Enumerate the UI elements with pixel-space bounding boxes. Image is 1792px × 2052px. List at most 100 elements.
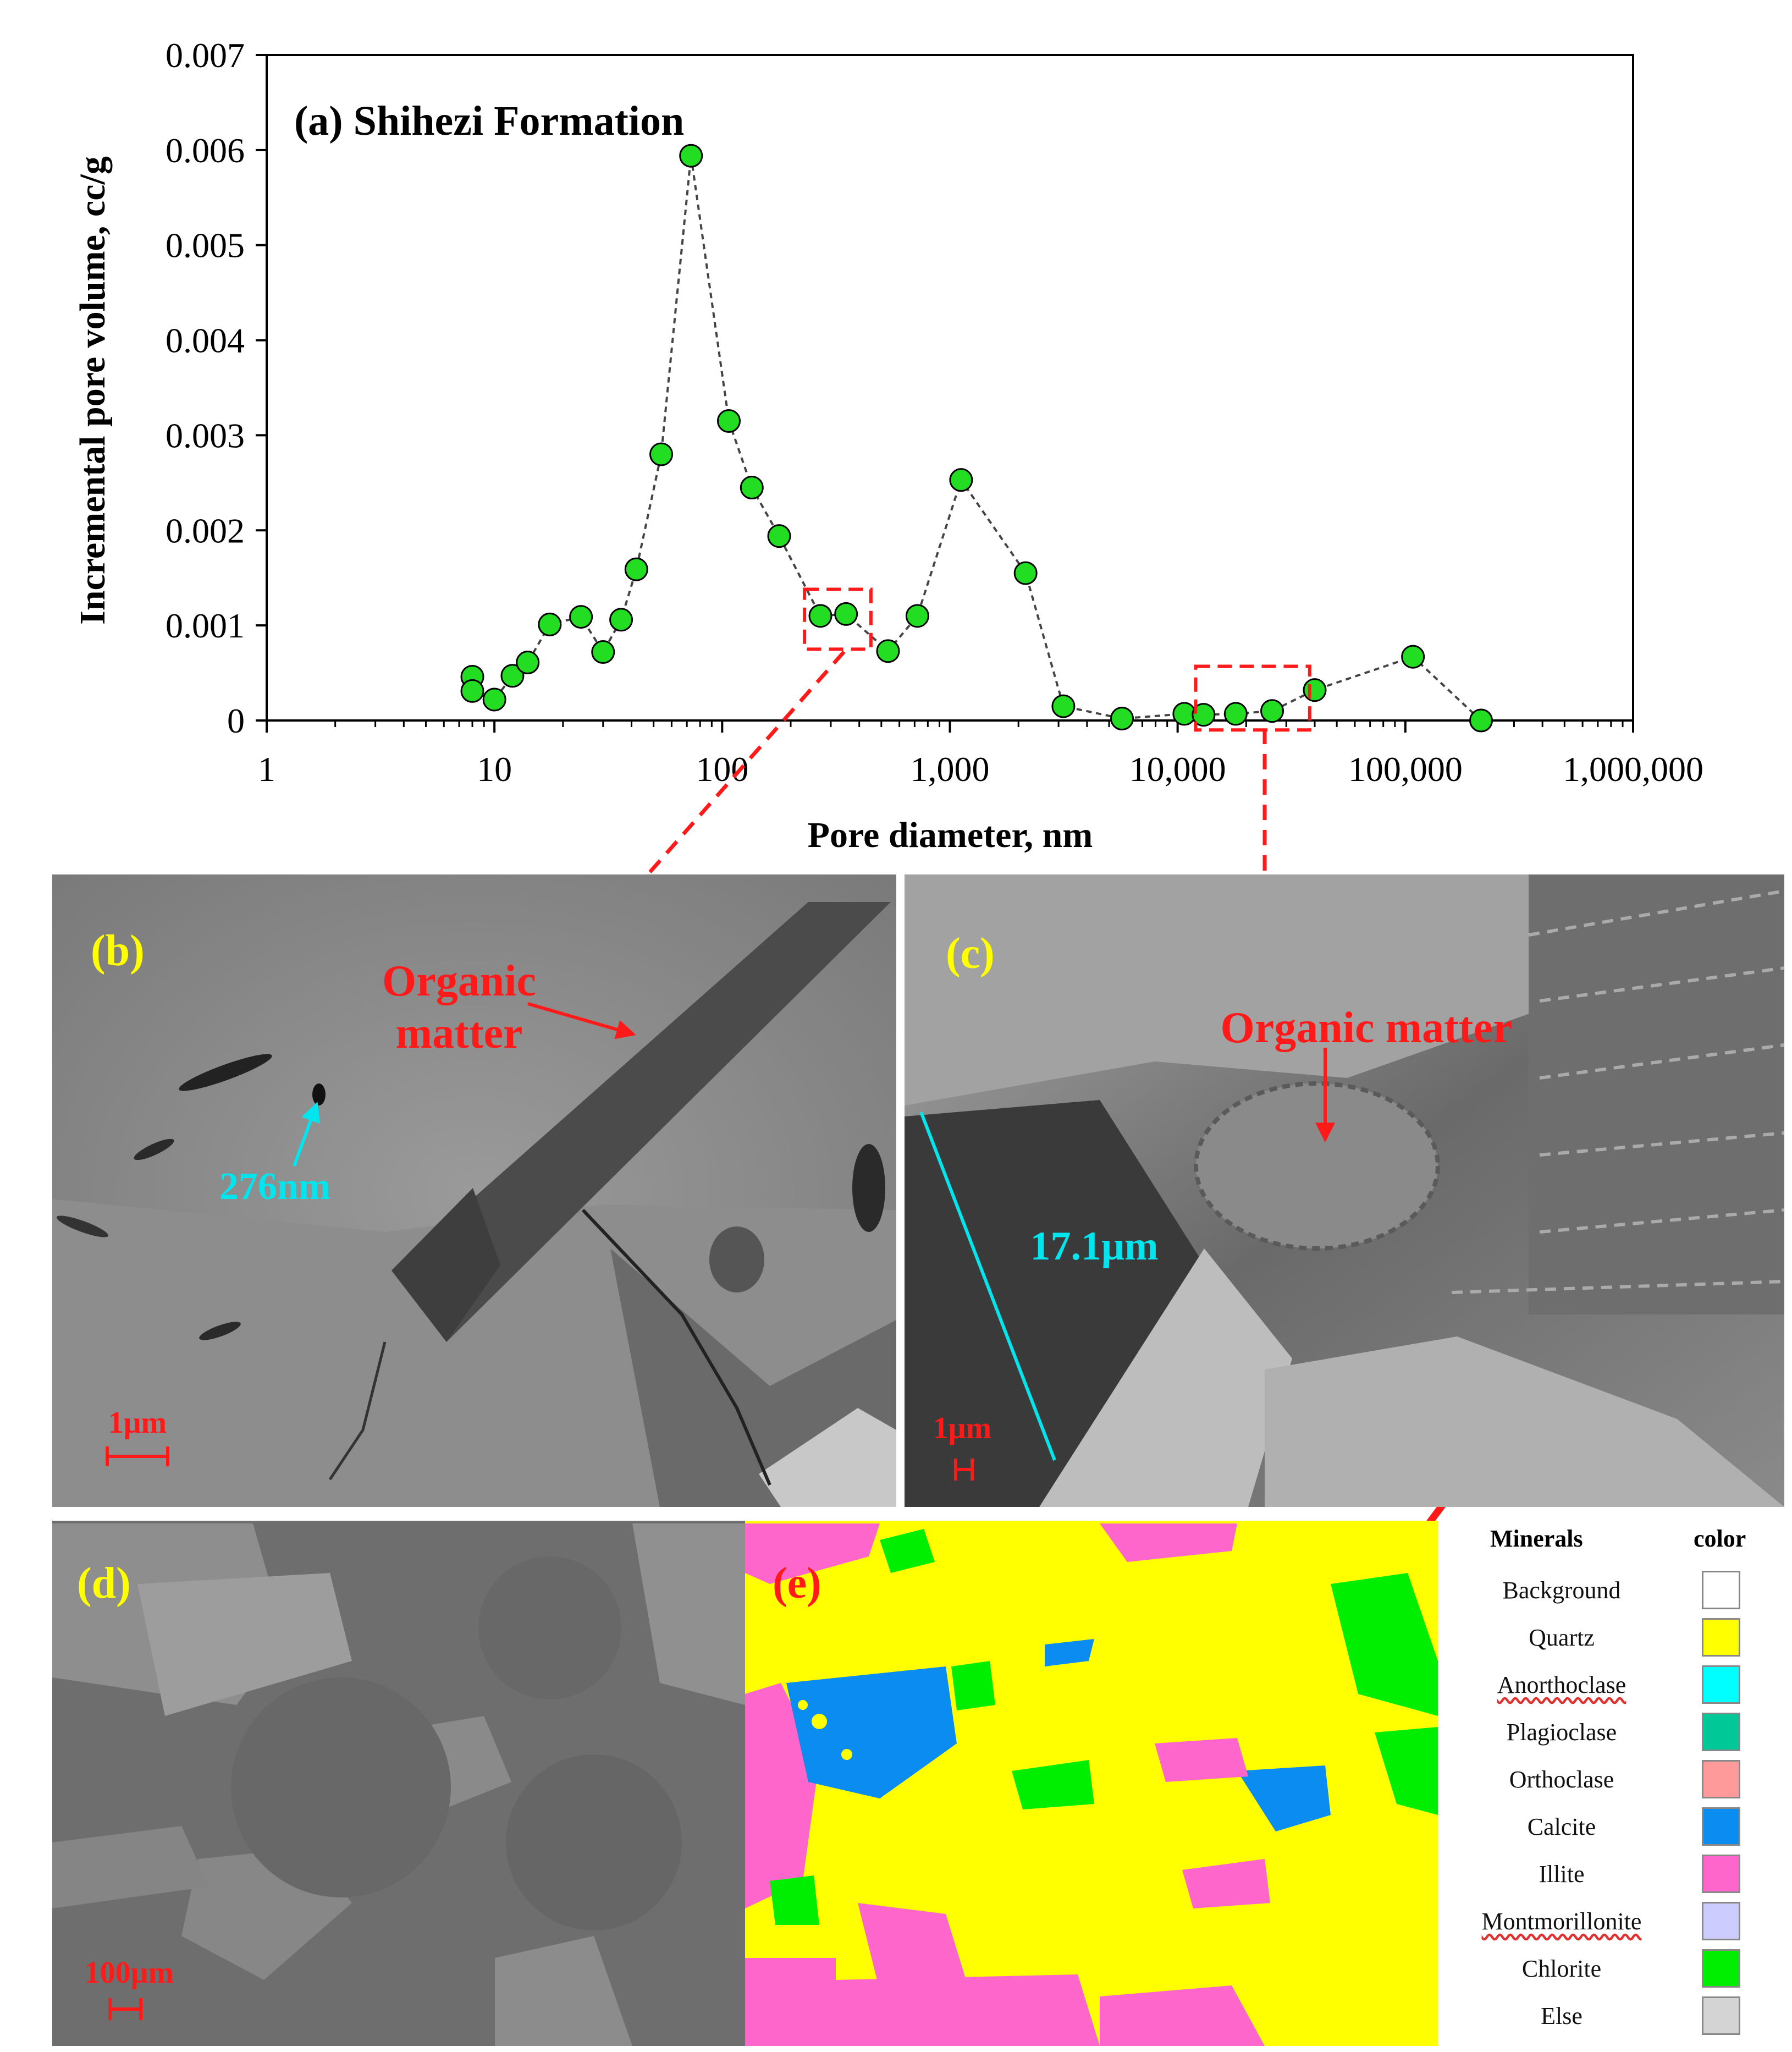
data-point: [834, 602, 858, 626]
legend-item-label: Plagioclase: [1506, 1719, 1617, 1746]
panel-d-annotations: (d) 100μm: [77, 1559, 174, 2020]
data-point: [569, 605, 593, 629]
data-point: [1051, 694, 1076, 718]
panel-label-d: (d): [77, 1559, 131, 1608]
organic-label-c: Organic matter: [1221, 1004, 1513, 1052]
legend-item: Else: [1452, 1992, 1782, 2039]
sem-image-d: [52, 1521, 745, 2046]
y-tick-label: 0.004: [166, 321, 245, 360]
legend-item: Orthoclase: [1452, 1756, 1782, 1803]
x-tick-label: 1,000,000: [1563, 750, 1703, 789]
legend-color-swatch: [1702, 1855, 1740, 1893]
legend-item: Background: [1452, 1566, 1782, 1614]
x-axis-label: Pore diameter, nm: [808, 815, 1093, 855]
pore-size-label-b: 276nm: [219, 1165, 330, 1208]
x-tick-label: 10: [477, 750, 512, 789]
pore-volume-chart: 1 10 100 1,000 10,000 100,000 1,000,000 00.001…: [73, 36, 1703, 855]
data-point: [767, 524, 791, 548]
legend-item: Montmorillonite: [1452, 1897, 1782, 1945]
legend-item-label: Montmorillonite: [1481, 1908, 1642, 1935]
legend-color-swatch: [1702, 1618, 1740, 1657]
y-axis-label: Incremental pore volume, cc/g: [73, 156, 113, 625]
data-point: [1303, 678, 1327, 702]
plot-area-frame: [266, 54, 1634, 722]
data-point: [649, 442, 673, 466]
legend-item-label: Background: [1502, 1577, 1621, 1604]
legend-item: Quartz: [1452, 1614, 1782, 1661]
data-point: [740, 476, 764, 499]
x-axis-ticks: 1 10 100 1,000 10,000 100,000 1,000,000: [258, 720, 1703, 789]
legend-color-swatch: [1702, 1807, 1740, 1846]
legend-item-label: Illite: [1539, 1861, 1585, 1888]
x-tick-label: 10,000: [1129, 750, 1226, 789]
data-point: [876, 639, 900, 663]
legend-color-swatch: [1702, 1665, 1740, 1704]
panel-b-annotations: (b) Organic matter 276nm 1μm: [91, 927, 636, 1466]
panel-label-c: (c): [946, 929, 995, 978]
legend-item-label: Orthoclase: [1509, 1766, 1614, 1793]
legend-item-label: Chlorite: [1521, 1955, 1602, 1982]
scale-bar-d: [108, 1998, 142, 2020]
data-point: [460, 679, 484, 703]
chart-title: (a) Shihezi Formation: [294, 98, 684, 144]
y-tick-label: 0.005: [166, 226, 245, 265]
highlight-box: [803, 587, 873, 651]
panel-label-e: (e): [773, 1559, 821, 1608]
panel-c-annotations: (c) Organic matter 17.1μm 1μm: [933, 929, 1513, 1481]
mineral-legend: Minerals color Background Quartz Anorthocl…: [1452, 1518, 1782, 2046]
legend-color-swatch: [1702, 1760, 1740, 1798]
legend-item: Chlorite: [1452, 1945, 1782, 1992]
data-point: [905, 604, 929, 628]
panel-e-annotations: (e): [773, 1559, 821, 1608]
x-tick-label: 100,000: [1348, 750, 1463, 789]
legend-item-label: Calcite: [1527, 1813, 1596, 1840]
panel-label-b: (b): [91, 927, 145, 975]
data-point: [949, 468, 973, 492]
legend-item: Plagioclase: [1452, 1708, 1782, 1756]
data-points: [460, 144, 1493, 733]
scale-bar-c: [954, 1459, 974, 1481]
data-point: [679, 144, 703, 168]
highlight-box: [1194, 664, 1311, 732]
data-point: [591, 640, 615, 664]
y-tick-label: 0.007: [166, 36, 245, 75]
legend-color-swatch: [1702, 1713, 1740, 1751]
data-point: [1223, 702, 1248, 726]
data-point: [516, 651, 540, 675]
y-tick-label: 0.001: [166, 606, 245, 645]
data-point: [1469, 708, 1493, 733]
highlight-boxes: [803, 587, 1311, 732]
data-point: [1401, 645, 1425, 669]
data-point: [1013, 561, 1038, 585]
scale-label-b: 1μm: [108, 1406, 167, 1440]
sem-image-b: [52, 874, 896, 1507]
data-point: [500, 664, 525, 688]
data-point: [808, 604, 832, 628]
sem-image-c: [905, 874, 1785, 1507]
legend-header-color: color: [1694, 1525, 1746, 1552]
legend-item: Anorthoclase: [1452, 1661, 1782, 1708]
data-point: [538, 612, 562, 636]
x-tick-label: 1: [258, 750, 275, 789]
organic-label-b-line1: Organic: [382, 957, 536, 1005]
y-tick-label: 0.003: [166, 416, 245, 455]
scale-label-d: 100μm: [85, 1956, 174, 1990]
data-point: [609, 608, 633, 632]
legend-header-minerals: Minerals: [1490, 1525, 1583, 1552]
scale-label-c: 1μm: [933, 1411, 991, 1445]
data-point: [482, 687, 506, 712]
measure-line: [919, 1111, 1056, 1461]
data-point: [1192, 703, 1216, 727]
scale-bar-b: [106, 1446, 169, 1466]
y-axis-ticks: 0 0.001 0.002 0.003 0.004 0.005 0.006 0.007: [166, 36, 267, 740]
data-point: [717, 409, 741, 433]
legend-item-label: Else: [1541, 2003, 1583, 2029]
legend-item: Illite: [1452, 1850, 1782, 1897]
data-point: [1110, 707, 1134, 731]
legend-item: Calcite: [1452, 1803, 1782, 1850]
y-tick-label: 0: [227, 701, 245, 740]
legend-color-swatch: [1702, 1571, 1740, 1609]
length-label-c: 17.1μm: [1030, 1224, 1158, 1269]
mineral-map-e: [745, 1521, 1438, 2046]
